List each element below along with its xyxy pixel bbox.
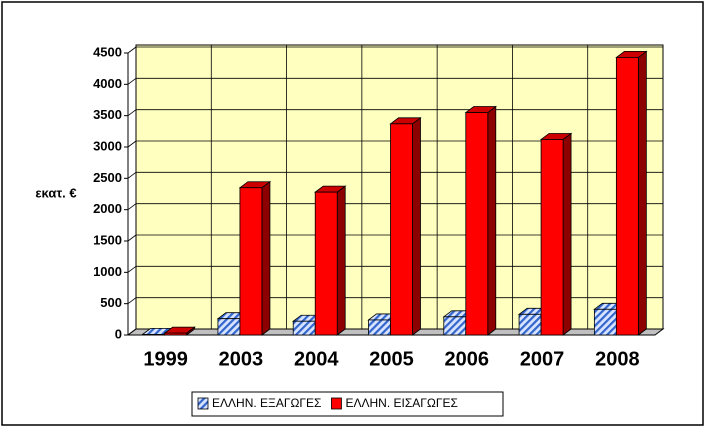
bar <box>164 332 188 336</box>
y-tick-label: 1500 <box>93 232 122 247</box>
bar-side <box>562 132 572 336</box>
y-axis-label: εκατ. € <box>35 185 76 200</box>
bar <box>518 313 542 336</box>
bar <box>368 319 391 336</box>
bar <box>593 308 617 336</box>
y-tick-label: 500 <box>100 295 122 310</box>
grid-line-depth <box>127 172 137 179</box>
x-tick-label: 2005 <box>369 348 414 370</box>
bar <box>390 123 413 336</box>
y-tick-label: 4500 <box>93 44 122 59</box>
legend <box>191 391 504 417</box>
y-tick-label: 4000 <box>93 76 122 91</box>
y-tick-label: 1000 <box>93 264 122 279</box>
x-tick-label: 2003 <box>219 348 264 370</box>
y-tick-label: 2000 <box>93 201 122 216</box>
x-tick-label: 1999 <box>143 348 188 370</box>
grid-line-depth <box>127 78 137 85</box>
y-tick-label: 0 <box>115 326 122 341</box>
bar <box>443 316 467 336</box>
grid-line-depth <box>127 109 137 116</box>
bar <box>292 320 316 336</box>
bar <box>142 333 166 336</box>
bar-side <box>336 185 346 336</box>
x-tick-label: 2008 <box>595 348 640 370</box>
y-tick-label: 3000 <box>93 138 122 153</box>
bar <box>615 56 639 336</box>
bar <box>465 112 489 336</box>
y-tick-label: 2500 <box>93 170 122 185</box>
legend-swatch <box>197 397 209 410</box>
bar-side <box>487 105 497 336</box>
bar-side <box>637 50 647 336</box>
legend-swatch <box>331 397 342 410</box>
grid-line-depth <box>127 328 137 336</box>
grid-line-depth <box>127 203 137 210</box>
x-tick-label: 2006 <box>445 348 490 370</box>
y-tick-label: 3500 <box>93 107 122 122</box>
x-tick-label: 2007 <box>520 348 565 370</box>
bar <box>314 191 338 336</box>
legend-label: ΕΛΛΗΝ. ΕΙΣΑΓΩΓΕΣ <box>345 396 457 410</box>
grid-line-depth <box>127 140 137 148</box>
bar <box>217 318 241 336</box>
grid-line-depth <box>127 234 137 242</box>
bar <box>239 187 263 336</box>
grid-line-depth <box>127 297 137 304</box>
bar-side <box>261 180 271 336</box>
legend-items: ΕΛΛΗΝ. ΕΞΑΓΩΓΕΣ ΕΛΛΗΝ. ΕΙΣΑΓΩΓΕΣ <box>197 396 458 410</box>
plot: 0 500 1000 1500 2000 2500 3000 3500 4000 4500 1999… <box>93 44 665 370</box>
grid-line-depth <box>127 266 137 273</box>
legend-label: ΕΛΛΗΝ. ΕΞΑΓΩΓΕΣ <box>212 396 321 410</box>
bar-side <box>412 117 421 336</box>
grid-line-depth <box>127 46 137 54</box>
bar <box>540 139 564 336</box>
x-tick-label: 2004 <box>294 348 339 370</box>
